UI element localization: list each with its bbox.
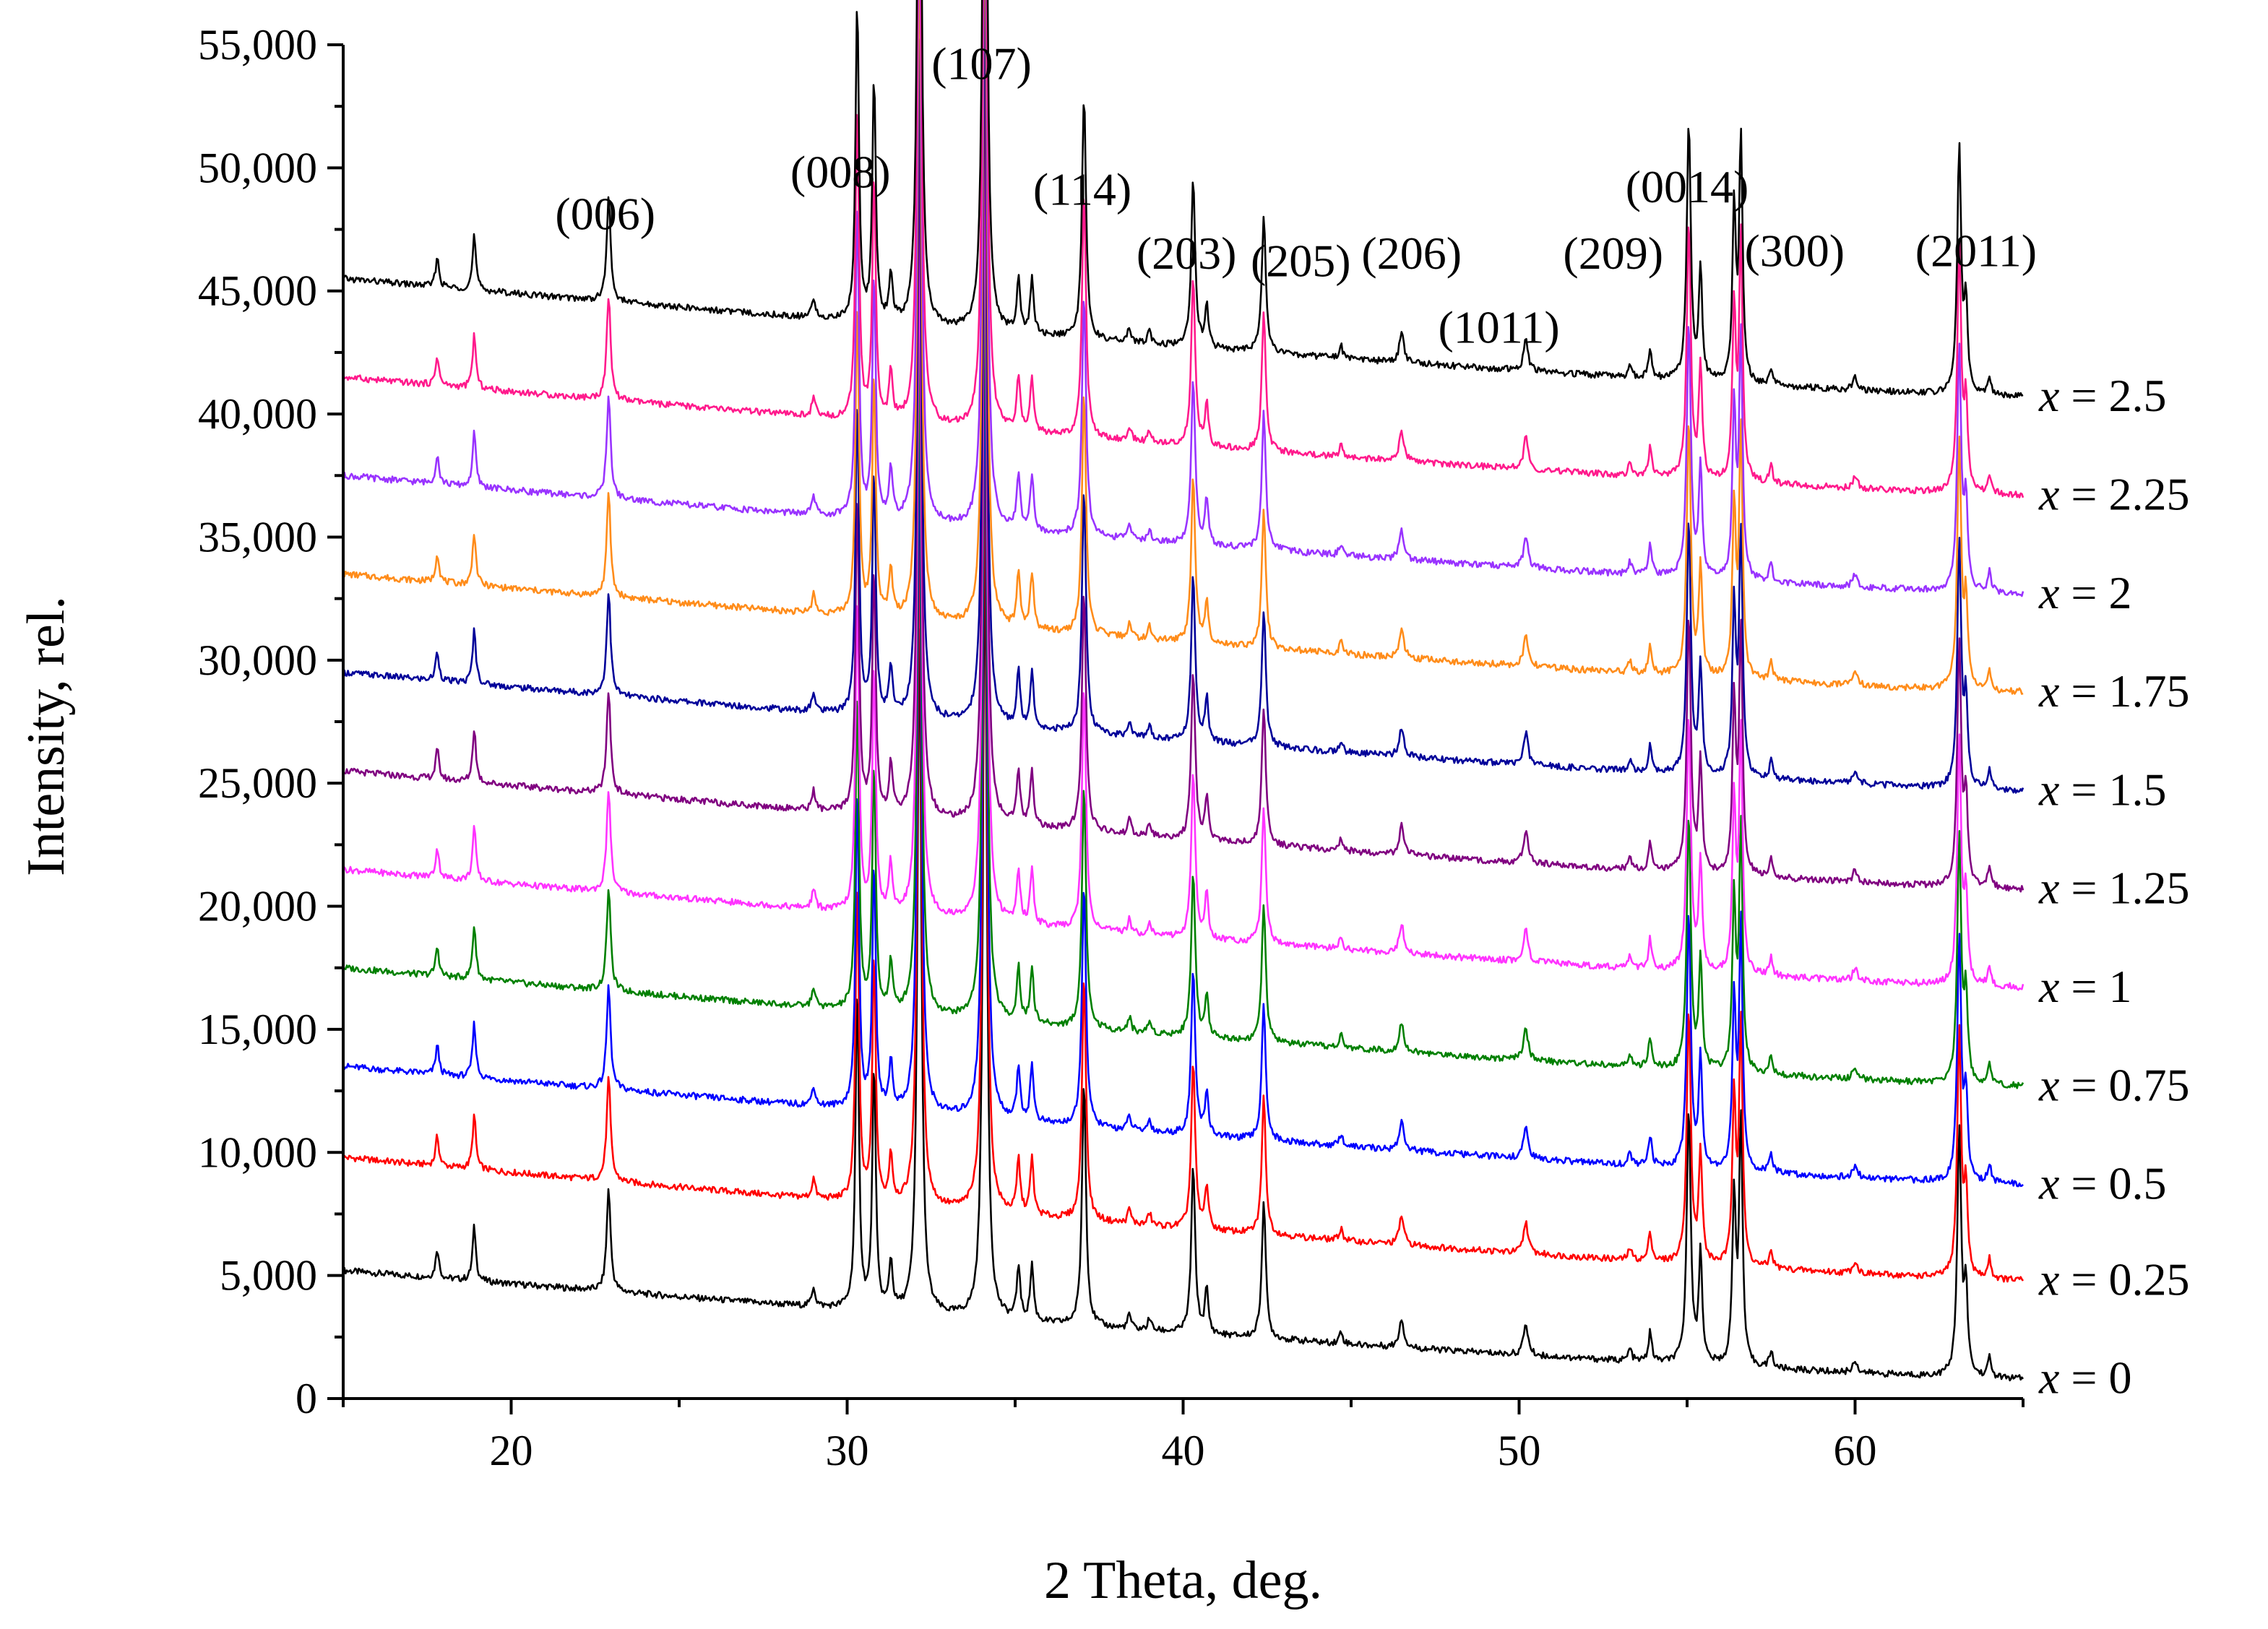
peak-label: (203) [1137,228,1237,279]
diffraction-traces [342,0,2025,1382]
y-tick-label: 40,000 [198,390,317,438]
trace-x2 [342,0,2025,597]
series-label: x = 1.75 [2038,665,2190,717]
peak-label: (107) [931,38,1032,90]
series-label: x = 2.5 [2038,370,2167,421]
y-tick-label: 30,000 [198,636,317,684]
y-tick-label: 0 [296,1375,317,1422]
x-tick-label: 30 [826,1427,869,1474]
peak-label: (205) [1251,235,1351,286]
trace-x2-25 [342,0,2025,498]
axes: 20 30 40 50 60 0 5,000 10,000 15,000 20,000 25,00… [198,21,2025,1474]
y-tick-label: 25,000 [198,759,317,807]
trace-x1-5 [342,0,2025,794]
y-tick-label: 20,000 [198,883,317,930]
trace-x0-75 [342,240,2025,1089]
x-tick-label: 50 [1498,1427,1541,1474]
x-axis-ticks: 20 30 40 50 60 [342,1399,2025,1474]
series-label: x = 0.75 [2038,1059,2190,1110]
peak-label: (209) [1563,228,1663,279]
peak-label: (300) [1744,225,1845,277]
y-tick-label: 5,000 [220,1252,317,1300]
peak-label: (114) [1033,163,1131,215]
y-tick-label: 45,000 [198,267,317,315]
x-tick-label: 40 [1162,1427,1205,1474]
series-label: x = 1.5 [2038,764,2167,815]
y-tick-label: 15,000 [198,1006,317,1053]
trace-x2-5 [342,0,2024,399]
y-tick-label: 35,000 [198,513,317,561]
x-axis-title: 2 Theta, deg. [1044,1551,1322,1610]
series-label: x = 1.25 [2038,863,2190,914]
peak-labels: (006) (008) (107) (114)(203) (205) (206) (1011… [555,38,2037,353]
peak-label: (006) [555,189,655,240]
peak-label: (2011) [1915,225,2037,277]
peak-label: (206) [1361,228,1462,279]
y-tick-label: 50,000 [198,144,317,191]
y-axis-title: Intensity, rel. [17,596,76,876]
y-axis-ticks: 0 5,000 10,000 15,000 20,000 25,000 30,000 35,0… [198,21,343,1422]
series-label: x = 0.5 [2038,1158,2167,1209]
x-tick-label: 20 [490,1427,533,1474]
trace-x0-5 [342,340,2024,1188]
y-tick-label: 55,000 [198,21,317,69]
series-label: x = 0 [2038,1352,2132,1404]
peak-label: (008) [790,147,891,198]
trace-x1-25 [342,43,2025,893]
peak-label: (1011) [1438,301,1559,353]
trace-x0-25 [342,428,2025,1283]
peak-label: (0014) [1626,161,1749,212]
trace-x1 [342,142,2025,991]
series-label: x = 1 [2038,961,2132,1012]
trace-x1-75 [342,0,2024,695]
series-labels: x = 0 x = 0.25 x = 0.5 x = 0.75 x = 1 x = 1.2… [2038,370,2190,1404]
x-tick-label: 60 [1834,1427,1877,1474]
series-label: x = 2.25 [2038,469,2190,520]
y-tick-label: 10,000 [198,1128,317,1176]
trace-x0 [342,534,2025,1382]
series-label: x = 0.25 [2038,1253,2190,1305]
series-label: x = 2 [2038,567,2132,618]
